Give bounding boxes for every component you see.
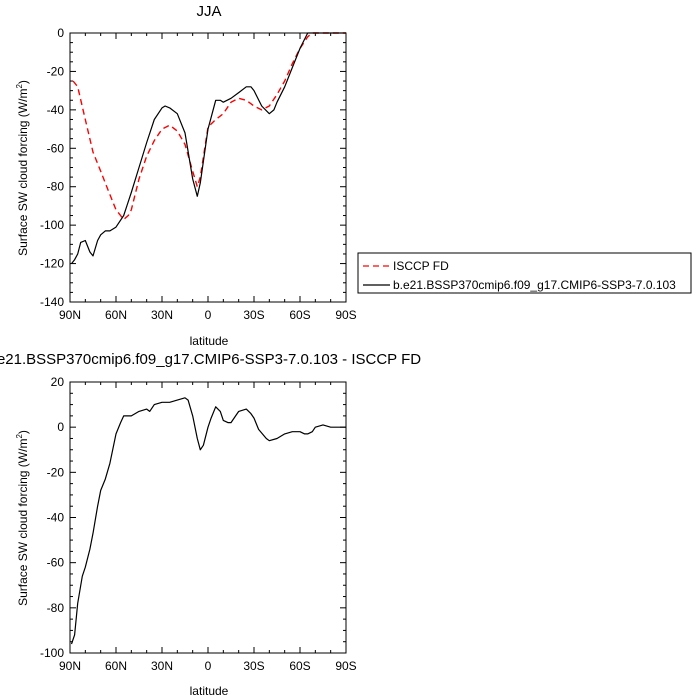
- top-xtick-label: 90N: [59, 308, 81, 322]
- top-xtick-label: 90S: [335, 308, 356, 322]
- bottom-xtick-label: 30S: [243, 659, 264, 673]
- bottom-xtick-label: 30N: [151, 659, 173, 673]
- top-title: JJA: [196, 3, 221, 20]
- legend-label-model: b.e21.BSSP370cmip6.f09_g17.CMIP6-SSP3-7.…: [393, 278, 676, 292]
- bottom-ytick-label: -60: [47, 556, 65, 570]
- top-series-group: [71, 32, 346, 264]
- bottom-series-group: [70, 397, 346, 645]
- top-plot-frame: [69, 32, 347, 303]
- bottom-xtick-label: 90N: [59, 659, 81, 673]
- top-xtick-label: 60N: [105, 308, 127, 322]
- bottom-xtick-label: 60N: [105, 659, 127, 673]
- top-ytick-label: -100: [40, 218, 64, 232]
- bottom-xtick-label: 60S: [289, 659, 310, 673]
- top-ytick-label: -80: [47, 180, 65, 194]
- top-ytick-label: -140: [40, 295, 64, 309]
- top-xtick-label: 60S: [289, 308, 310, 322]
- top-ylabel: Surface SW cloud forcing (W/m2): [15, 80, 30, 256]
- top-xtick-label: 30N: [151, 308, 173, 322]
- bottom-ytick-label: -20: [47, 465, 65, 479]
- top-xlabel: latitude: [190, 334, 229, 348]
- bottom-ylabel: Surface SW cloud forcing (W/m2): [15, 430, 30, 606]
- bottom-xlabel: latitude: [190, 684, 229, 698]
- top-ytick-label: -120: [40, 257, 64, 271]
- top-xtick-label: 30S: [243, 308, 264, 322]
- top-ytick-label: -60: [47, 141, 65, 155]
- bottom-title: e21.BSSP370cmip6.f09_g17.CMIP6-SSP3-7.0.…: [0, 351, 421, 368]
- bottom-xtick-label: 90S: [335, 659, 356, 673]
- bottom-ytick-label: -80: [47, 601, 65, 615]
- bottom-ytick-label: 20: [51, 375, 65, 389]
- bottom-panel: e21.BSSP370cmip6.f09_g17.CMIP6-SSP3-7.0.…: [0, 351, 421, 698]
- top-ytick-label: 0: [57, 26, 64, 40]
- top-ytick-label: -20: [47, 64, 65, 78]
- bottom-series-line-0: [70, 397, 346, 645]
- bottom-ytick-label: -40: [47, 511, 65, 525]
- top-series-line-1: [71, 32, 346, 264]
- bottom-xtick-label: 0: [205, 659, 212, 673]
- bottom-ytick-label: 0: [57, 420, 64, 434]
- legend: ISCCP FD b.e21.BSSP370cmip6.f09_g17.CMIP…: [357, 252, 692, 294]
- top-xtick-label: 0: [205, 308, 212, 322]
- legend-label-isccp: ISCCP FD: [393, 259, 449, 273]
- legend-box: [357, 252, 692, 294]
- top-ytick-label: -40: [47, 103, 65, 117]
- bottom-plot-frame: [69, 381, 347, 654]
- top-series-line-0: [72, 32, 346, 221]
- bottom-ytick-label: -100: [40, 646, 64, 660]
